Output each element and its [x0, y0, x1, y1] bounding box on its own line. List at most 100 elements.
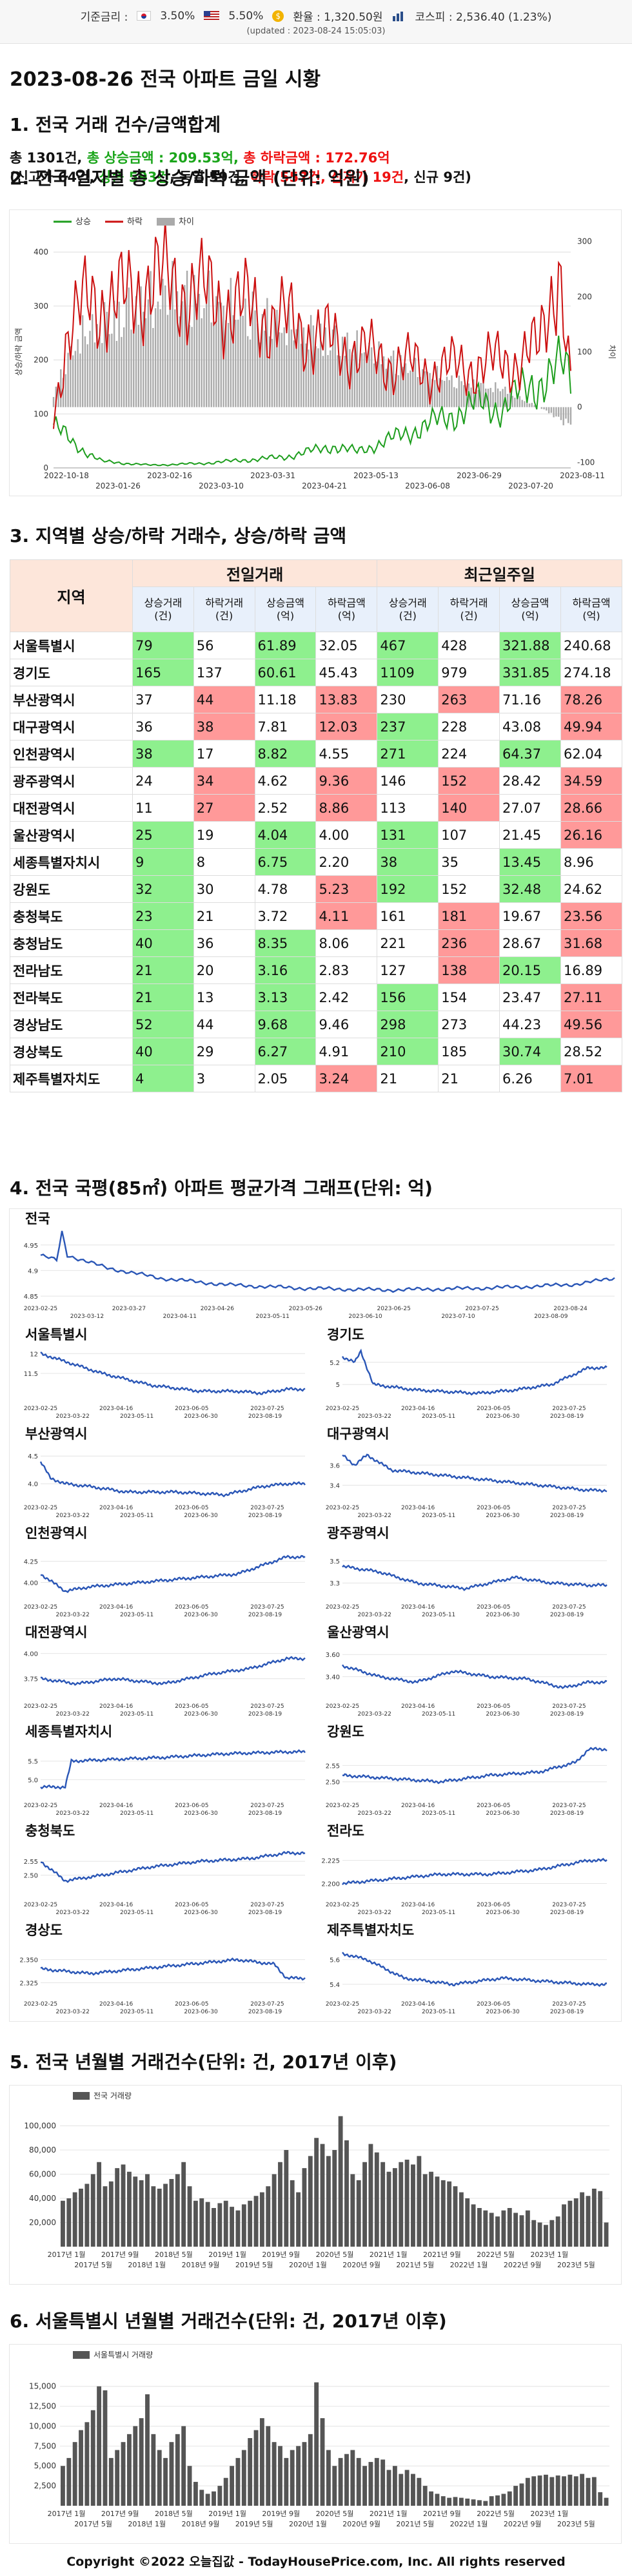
volume-bar: [199, 2198, 204, 2247]
volume-bar: [121, 2442, 126, 2506]
diff-bar: [252, 291, 253, 407]
diff-bar: [555, 407, 557, 417]
volume-bar: [103, 2186, 108, 2247]
volume-bar: [187, 2186, 192, 2247]
diff-bar: [99, 337, 101, 407]
diff-bar: [565, 407, 567, 419]
diff-bar: [548, 407, 550, 414]
table-cell: 8.82: [254, 740, 317, 768]
table-cell: 28.42: [499, 767, 561, 795]
table-cell: 3: [193, 1065, 255, 1092]
diff-bar: [533, 405, 535, 407]
x-tick-label: 2023-08-19: [550, 2009, 584, 2015]
x-tick-label: 2023-04-16: [99, 1803, 133, 1809]
y-tick-label: 3.40: [326, 1674, 340, 1681]
table-cell: 7.81: [254, 713, 317, 741]
diff-bar: [247, 336, 249, 407]
table-cell: 49.94: [560, 713, 623, 741]
volume-bar: [163, 2184, 168, 2247]
volume-bar: [241, 2204, 246, 2247]
diff-bar: [217, 302, 220, 407]
diff-bar: [94, 342, 96, 407]
x-tick-label: 2023-02-25: [326, 1406, 359, 1412]
x-tick-label: 2023-04-16: [99, 1703, 133, 1710]
x-tick-label: 2023-07-25: [250, 1803, 284, 1809]
panel-title: 인천광역시: [25, 1525, 88, 1541]
legend-swatch: [157, 218, 175, 226]
x-tick-label: 2023-08-19: [550, 1810, 584, 1817]
volume-bar: [66, 2198, 72, 2247]
volume-bar: [489, 2213, 494, 2247]
x-tick-label: 2023-06-05: [477, 1604, 510, 1611]
diff-bar: [521, 400, 523, 407]
x-tick-label: 2023-03-22: [56, 1612, 90, 1618]
table-cell: 181: [438, 902, 500, 930]
table-cell: 4: [132, 1065, 194, 1092]
diff-bar: [448, 380, 450, 407]
x-tick-label: 2023-07-25: [250, 1902, 284, 1908]
x-tick-label: 2023-06-05: [477, 2001, 510, 2008]
diff-bar: [169, 307, 171, 407]
x-tick-label: 2017년 5월: [74, 2261, 112, 2269]
y-tick-label: 400: [34, 247, 48, 257]
diff-bar: [557, 407, 560, 417]
kospi-index: 코스피 : 2,536.40 (1.23%): [415, 11, 552, 24]
volume-bar: [126, 2171, 132, 2247]
x-tick-label: 2017년 5월: [74, 2520, 112, 2528]
x-tick-label: 2023년 5월: [557, 2520, 595, 2528]
table-cell: 23: [132, 902, 194, 930]
volume-bar: [404, 2160, 410, 2247]
table-cell: 35: [438, 848, 500, 876]
x-tick-label: 2020년 1월: [289, 2520, 327, 2528]
diff-bar: [137, 324, 139, 407]
diff-bar: [431, 378, 433, 407]
y2-tick-label: -100: [577, 458, 595, 467]
x-tick-label: 2022년 9월: [504, 2520, 542, 2528]
diff-bar: [363, 352, 366, 407]
table-cell: 138: [438, 956, 500, 984]
y-tick-label: 15,000: [29, 2382, 56, 2391]
volume-bar: [272, 2442, 277, 2506]
price-line: [40, 1230, 615, 1293]
national-volume-card: 20,000 40,000 60,000 80,000 100,000 전국 거래량 201…: [9, 2085, 622, 2285]
diff-bar: [201, 318, 202, 407]
table-row: 서울특별시 79 56 61.89 32.05 467 428 321.88 240.68: [10, 632, 623, 659]
volume-bar: [199, 2490, 204, 2506]
table-cell: 331.85: [499, 659, 561, 686]
diff-bar: [433, 380, 436, 407]
table-row: 충청남도 40 36 8.35 8.06 221 236 28.67 31.68: [10, 929, 623, 957]
volume-bar: [332, 2466, 337, 2506]
volume-bar: [217, 2203, 222, 2247]
table-cell: 21: [438, 1065, 500, 1092]
volume-bar: [320, 2418, 325, 2506]
x-tick-label: 2023-05-11: [120, 1612, 153, 1618]
x-tick-label: 2023-05-11: [120, 2009, 153, 2015]
volume-bar: [525, 2210, 530, 2247]
volume-bar: [133, 2426, 138, 2506]
x-tick-label: 2023-08-19: [248, 1513, 282, 1519]
table-cell: 45.43: [315, 659, 378, 686]
diff-bar: [92, 314, 94, 407]
table-cell: 273: [438, 1011, 500, 1038]
panel-title: 전라도: [327, 1823, 364, 1839]
x-tick-label: 2023-02-25: [24, 1902, 57, 1908]
volume-bar: [302, 2442, 307, 2506]
diff-bar: [60, 369, 62, 407]
x-tick-label: 2023-06-05: [175, 1406, 208, 1412]
diff-bar: [271, 338, 273, 407]
x-tick-label: 2023-05-11: [120, 1413, 153, 1420]
x-tick-label: 2023-06-05: [175, 1703, 208, 1710]
diff-bar: [470, 387, 472, 407]
volume-bar: [66, 2457, 72, 2506]
diff-bar: [506, 394, 509, 407]
diff-bar: [511, 396, 513, 407]
x-tick-label: 2020년 5월: [316, 2510, 354, 2518]
diff-bar: [378, 341, 380, 407]
table-cell: 16.89: [560, 956, 623, 984]
y-tick-label: 100: [34, 409, 48, 418]
table-cell: 30.74: [499, 1038, 561, 1065]
volume-bar: [151, 2186, 156, 2247]
volume-bar: [417, 2477, 422, 2506]
price-line: [341, 1348, 607, 1396]
diff-bar: [193, 275, 195, 407]
